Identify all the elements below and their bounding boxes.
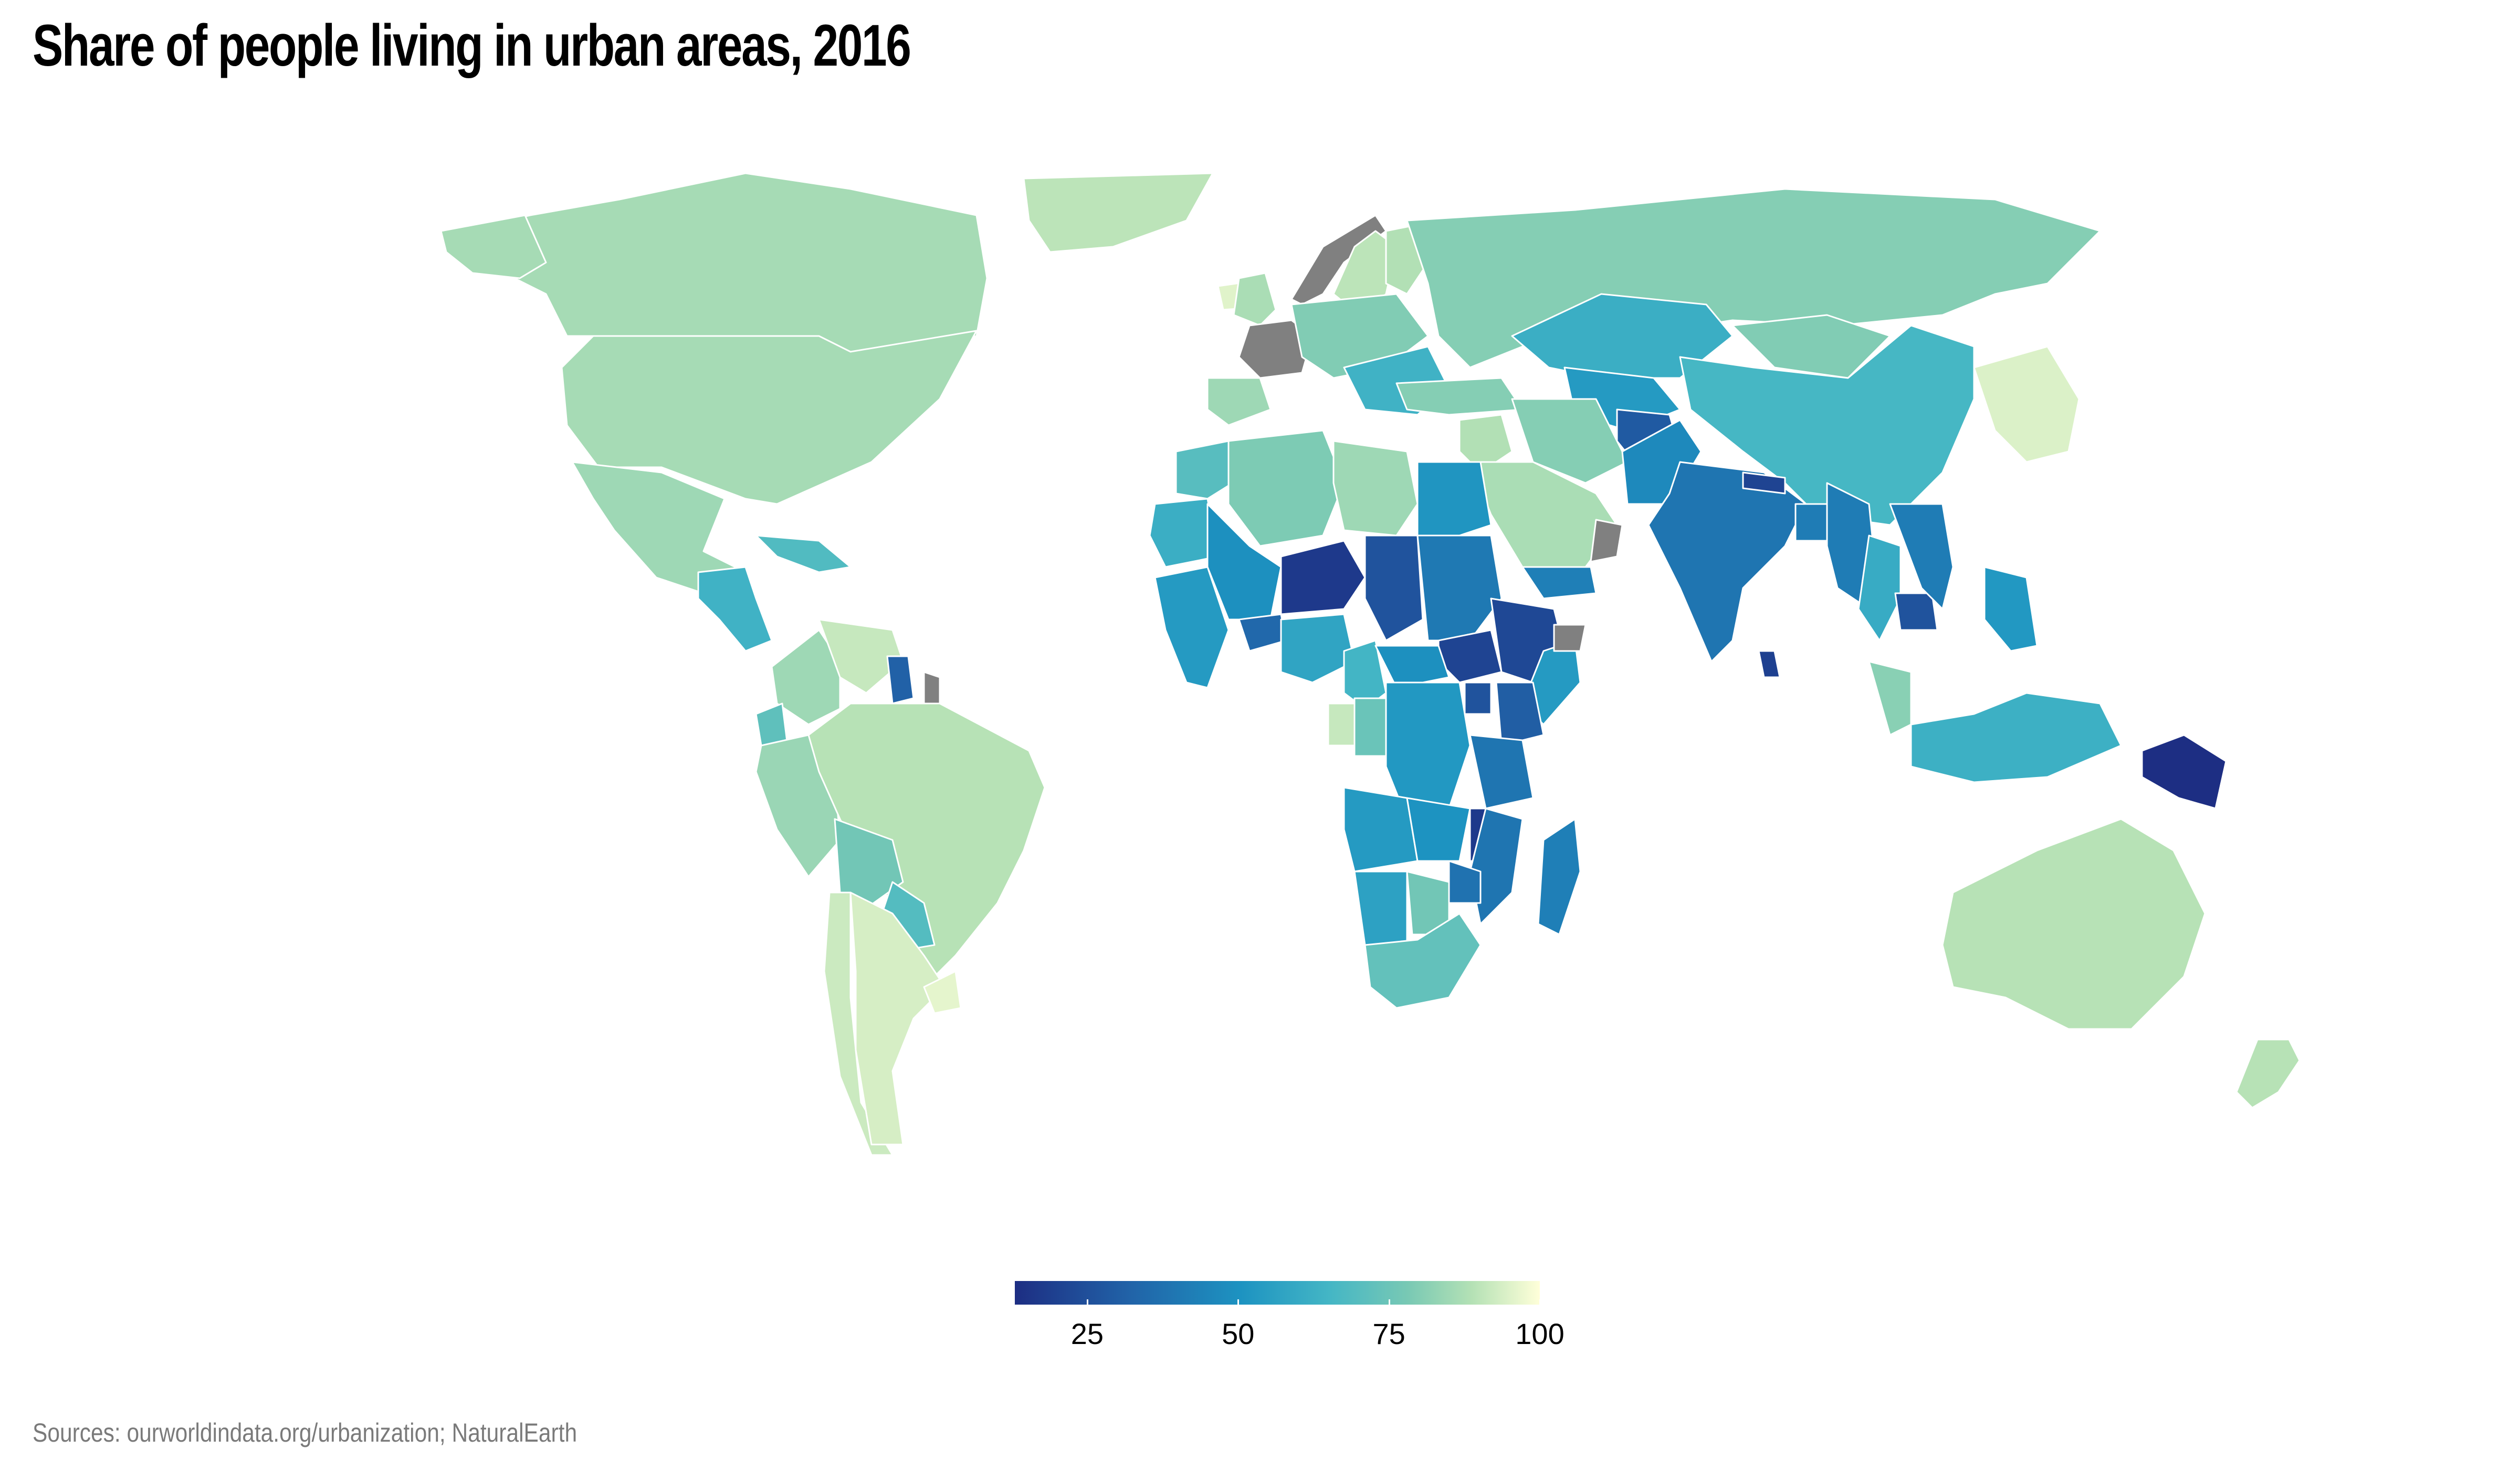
country-mongolia: Mongolia [1731, 314, 1891, 379]
country-thailand: Thailand [1857, 534, 1902, 642]
country-vietnam: Vietnam [1889, 503, 1954, 610]
country-south-africa: South Africa [1364, 912, 1482, 1009]
country-angola: Angola [1343, 786, 1419, 873]
country-greenland: Greenland [1023, 172, 1214, 253]
country-alaska: Alaska [440, 214, 547, 279]
country-colombia: Colombia [771, 629, 841, 726]
country-kenya: Kenya [1495, 681, 1545, 747]
country-korea-and-japan: Korea and Japan [1973, 345, 2080, 463]
country-niger: Niger [1280, 540, 1366, 615]
country-philippines: Philippines [1983, 566, 2038, 652]
country-indonesia: Indonesia [1910, 692, 2122, 783]
country-china: China [1679, 324, 1975, 526]
country-zambia: Zambia [1406, 797, 1471, 862]
country-venezuela: Venezuela [818, 618, 904, 694]
country-gabon: Gabon [1327, 702, 1356, 747]
legend-label-50: 50 [1222, 1317, 1255, 1350]
country-algeria: Algeria [1227, 429, 1345, 547]
country-central-african-republic: Central African Republic [1374, 645, 1450, 689]
country-ecuador: Ecuador [755, 702, 789, 747]
country-kazakhstan: Kazakhstan [1511, 293, 1734, 379]
country-chad: Chad [1364, 534, 1424, 642]
country-mozambique: Mozambique [1469, 807, 1524, 925]
country-burkina-faso: Burkina Faso [1238, 613, 1287, 652]
country-turkey: Turkey [1395, 377, 1524, 416]
country-uruguay: Uruguay [923, 970, 962, 1014]
country-west-africa-coast: West Africa coast [1154, 566, 1230, 689]
country-united-kingdom: United Kingdom [1233, 272, 1277, 327]
country-caribbean: Caribbean [755, 534, 852, 573]
country-guyana: Guyana [886, 655, 915, 705]
country-sri-lanka: Sri Lanka [1758, 650, 1781, 678]
country-france: France [1238, 319, 1314, 379]
country-mauritania: Mauritania [1149, 498, 1219, 568]
country-oman: Oman [1590, 519, 1623, 563]
country-united-states: United States [561, 330, 978, 505]
country-egypt: Egypt [1416, 461, 1492, 537]
color-legend: 25 50 75 100 [1010, 1281, 1564, 1350]
legend-label-75: 75 [1372, 1317, 1405, 1350]
legend-tick-100 [1539, 1299, 1541, 1306]
country-nepal: Nepal [1742, 471, 1786, 495]
country-yemen: Yemen [1521, 566, 1597, 600]
country-argentina: Argentina [849, 891, 946, 1146]
country-bolivia: Bolivia [834, 818, 904, 909]
legend-tick-75 [1388, 1299, 1390, 1306]
legend-label-100: 100 [1515, 1317, 1564, 1350]
country-iran: Iran [1511, 398, 1629, 484]
country-papua-new-guinea: Papua New Guinea [2141, 734, 2227, 810]
country-somaliland: Somaliland [1553, 624, 1587, 652]
country-libya: Libya [1332, 440, 1419, 537]
country-cambodia: Cambodia [1894, 592, 1938, 631]
country-madagascar: Madagascar [1537, 818, 1581, 936]
source-note: Sources: ourworldindata.org/urbanization… [33, 1418, 578, 1447]
country-bangladesh: Bangladesh [1794, 503, 1828, 542]
country-spain: Spain [1206, 377, 1272, 426]
country-congo: Congo [1353, 697, 1387, 757]
country-zimbabwe: Zimbabwe [1448, 860, 1482, 904]
chart-title: Share of people living in urban areas, 2… [33, 13, 911, 78]
country-nigeria: Nigeria [1280, 613, 1356, 684]
country-new-zealand: New Zealand [2235, 1038, 2301, 1109]
legend-color-bar [1015, 1281, 1540, 1305]
country-chile: Chile [823, 891, 894, 1156]
country-namibia: Namibia [1353, 870, 1408, 946]
country-tanzania: Tanzania [1469, 734, 1534, 810]
country-australia: Australia [1941, 818, 2206, 1030]
legend-label-25: 25 [1070, 1317, 1104, 1350]
country-malaysia: Malaysia [1868, 660, 1912, 736]
legend-tick-25 [1086, 1299, 1088, 1306]
country-india: India [1647, 461, 1807, 663]
country-uganda: Uganda [1464, 681, 1492, 715]
country-sudan: Sudan [1416, 534, 1503, 642]
legend-tick-50 [1237, 1299, 1240, 1306]
country-central-america: Central America [697, 566, 773, 652]
country-french-guiana: French Guiana [923, 671, 941, 705]
